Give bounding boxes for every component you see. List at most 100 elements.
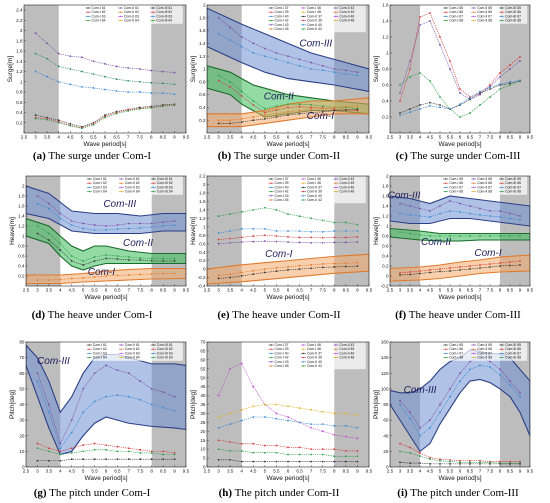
x-tick-label: 6 — [287, 469, 290, 474]
data-point — [287, 241, 289, 243]
data-point — [240, 236, 243, 239]
data-point — [399, 114, 401, 117]
x-tick-label: 7.5 — [137, 135, 144, 140]
x-tick-label: 7 — [310, 288, 313, 293]
data-point — [310, 263, 313, 266]
data-point — [519, 462, 521, 465]
legend-label: Com-III 67 — [505, 185, 521, 189]
data-point — [344, 455, 347, 458]
data-point — [173, 409, 176, 412]
data-point — [229, 273, 232, 276]
data-point — [173, 453, 176, 456]
legend-label: Com-I 37 — [275, 6, 289, 10]
data-point — [139, 257, 142, 259]
data-point — [217, 439, 220, 442]
x-axis-label: Wave period[s] — [438, 141, 481, 148]
y-tick-label: 20 — [383, 449, 389, 454]
data-point — [229, 86, 232, 88]
x-tick-label: 6.5 — [113, 135, 120, 140]
x-tick-label: 3.5 — [227, 135, 234, 140]
legend-label: Com-I 42 — [275, 19, 289, 23]
y-tick-label: 2 — [22, 184, 25, 189]
data-point — [449, 459, 451, 461]
caption-e: (e) The heave under Com-II — [217, 309, 341, 321]
data-point — [240, 36, 243, 38]
legend-label: Com-I 65 — [449, 6, 463, 10]
data-point — [116, 224, 119, 226]
data-point — [310, 460, 313, 463]
data-point — [479, 264, 481, 266]
data-point — [150, 107, 153, 109]
plot-content — [207, 7, 369, 128]
legend-marker — [302, 19, 305, 22]
x-tick-label: 3.5 — [407, 135, 414, 140]
x-tick-label: 8 — [150, 288, 153, 293]
data-point — [116, 258, 119, 260]
data-point — [344, 236, 347, 239]
data-point — [82, 458, 85, 461]
data-point — [509, 84, 511, 86]
data-point — [310, 267, 313, 270]
data-point — [252, 460, 255, 463]
data-point — [127, 110, 130, 112]
legend-marker — [270, 365, 272, 367]
y-tick-label: 80 — [19, 340, 25, 345]
data-point — [69, 55, 72, 58]
y-tick-label: 60 — [200, 357, 206, 362]
x-tick-label: 6.5 — [296, 288, 303, 293]
data-point — [429, 216, 431, 218]
data-point — [298, 268, 301, 270]
data-point — [399, 272, 401, 274]
data-point — [298, 58, 301, 61]
y-tick-label: 0.6 — [382, 83, 389, 88]
legend-label: Com-II 63 — [125, 351, 140, 355]
x-tick-label: 7.5 — [487, 135, 494, 140]
x-tick-label: 6.5 — [467, 469, 474, 474]
x-tick-label: 3 — [34, 135, 37, 140]
x-tick-label: 8 — [333, 469, 336, 474]
legend-marker — [445, 15, 447, 18]
legend-background — [85, 342, 183, 361]
data-point — [479, 214, 481, 216]
legend-label: Com-I 43 — [275, 194, 289, 198]
legend-label: Com-I 43 — [275, 23, 289, 27]
x-tick-label: 8.5 — [507, 469, 514, 474]
data-point — [439, 458, 441, 461]
x-tick-label: 7.5 — [320, 135, 327, 140]
data-point — [217, 426, 220, 429]
x-tick-label: 9.5 — [366, 135, 373, 140]
y-tick-label: 0 — [22, 465, 25, 470]
x-tick-label: 9.5 — [183, 288, 190, 293]
x-tick-label: 8.5 — [160, 469, 167, 474]
data-point — [310, 217, 313, 220]
legend-marker — [119, 11, 122, 13]
legend-label: Com-I 63 — [92, 14, 106, 18]
data-point — [429, 20, 431, 22]
data-point — [499, 460, 501, 463]
envelope-band — [26, 217, 186, 271]
data-point — [419, 104, 421, 106]
x-tick-label: 6 — [104, 135, 107, 140]
data-point — [287, 236, 289, 238]
legend-marker — [473, 186, 475, 189]
data-point — [321, 241, 324, 244]
data-point — [333, 236, 336, 239]
data-point — [519, 219, 521, 221]
x-tick-label: 4 — [419, 469, 422, 474]
panel-h: 2.5 3 3.5 4 4.5 5 5.5 6 6.5 7 7.5 8 8.5 9 9.5 0 5 10 15 20 2… — [190, 340, 373, 499]
data-point — [519, 260, 521, 262]
y-tick-label: 15 — [200, 438, 206, 443]
data-point — [321, 410, 324, 413]
x-tick-label: 4 — [419, 288, 422, 293]
data-point — [173, 257, 176, 260]
y-tick-label: 0.4 — [199, 250, 206, 255]
x-tick-label: 5 — [82, 288, 85, 293]
y-axis-label: Surge[m] — [373, 56, 380, 83]
x-tick-label: 3 — [36, 469, 39, 474]
data-point — [356, 437, 359, 440]
x-tick-label: 4 — [240, 135, 243, 140]
legend-label: Com-III 64 — [157, 356, 173, 360]
data-point — [356, 241, 359, 243]
band-annotation: Com-III — [404, 385, 437, 396]
x-tick-label: 2.5 — [23, 469, 30, 474]
